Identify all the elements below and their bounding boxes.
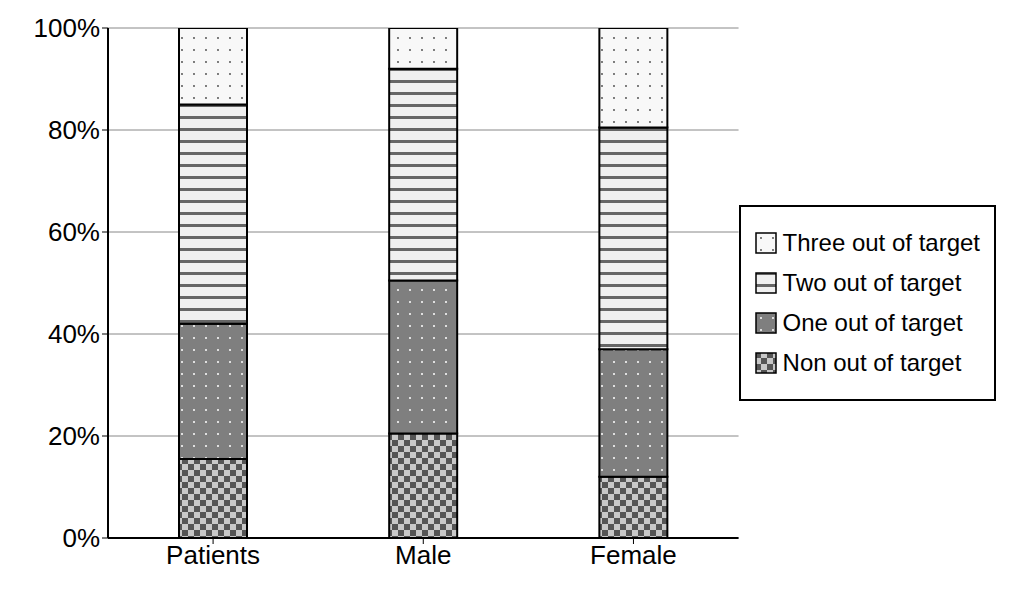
svg-text:Male: Male <box>395 540 451 570</box>
svg-text:100%: 100% <box>34 13 101 43</box>
svg-text:0%: 0% <box>62 523 100 553</box>
html-text:Non out of target: Non out of target <box>782 349 962 376</box>
svg-text:20%: 20% <box>48 421 100 451</box>
svg-text:Female: Female <box>590 540 677 570</box>
svg-text:40%: 40% <box>48 319 100 349</box>
html-text:One out of target: One out of target <box>782 309 963 336</box>
svg-text:60%: 60% <box>48 217 100 247</box>
svg-text:Patients: Patients <box>166 540 260 570</box>
svg-text:80%: 80% <box>48 115 100 145</box>
html-text:Three out of target: Three out of target <box>782 229 980 256</box>
html-text:Two out of target: Two out of target <box>782 269 962 296</box>
